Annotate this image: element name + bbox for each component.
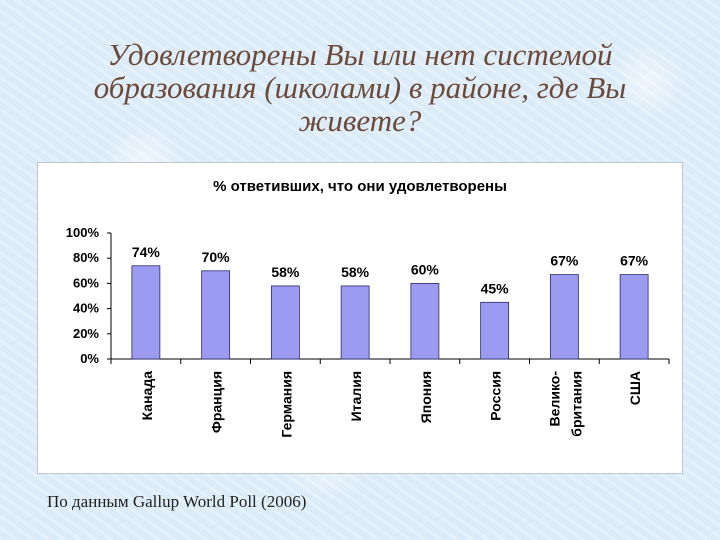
bar [131,265,161,360]
bar-value-label: 58% [341,264,370,280]
bar [270,285,300,360]
bar [340,285,370,360]
chart-panel: % ответивших, что они удовлетворены 0% 20… [37,162,683,474]
y-tick-label: 60% [73,275,99,290]
bar [619,274,649,360]
x-category-label: Япония [418,371,434,423]
bar-value-label: 74% [132,244,161,260]
slide-title: Удовлетворены Вы или нет системой образо… [0,38,720,137]
x-category-label: Италия [348,371,364,421]
bar-value-label: 67% [620,253,649,269]
x-category-label: Велико- [546,371,562,427]
bar [201,270,231,360]
x-category-label: Германия [278,371,294,438]
source-note: По данным Gallup World Poll (2006) [47,492,307,511]
bar-value-label: 58% [271,264,300,280]
bar [410,283,440,360]
x-category-label: США [627,371,643,405]
y-tick-label: 20% [73,326,99,341]
bar [480,301,510,360]
bar-value-label: 70% [202,249,231,265]
y-tick-label: 100% [66,225,100,240]
slide-title-line: образования (школами) в районе, где Вы [93,70,627,105]
bar-chart: % ответивших, что они удовлетворены 0% 20… [66,178,670,438]
x-category-label: Франция [209,371,225,433]
slide-title-line: Удовлетворены Вы или нет системой [107,37,613,72]
x-category-label: Россия [488,371,504,421]
bar [549,274,579,360]
y-tick-label: 80% [73,250,99,265]
x-category-label: британия [568,371,584,437]
x-category-label: Канада [139,371,155,421]
bar-value-label: 60% [411,261,440,277]
slide-title-line: живете? [298,103,422,138]
y-tick-label: 0% [80,351,99,366]
bar-value-label: 45% [481,280,510,296]
y-tick-label: 40% [73,301,99,316]
chart-title: % ответивших, что они удовлетворены [213,178,507,195]
bar-value-label: 67% [550,253,579,269]
